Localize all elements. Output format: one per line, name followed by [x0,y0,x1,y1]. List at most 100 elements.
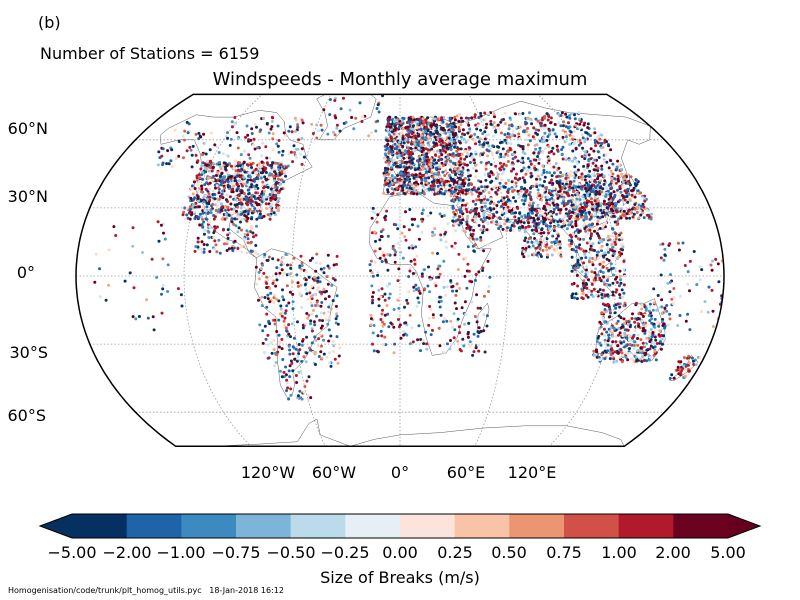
station-marker [623,198,627,202]
station-marker [635,179,639,182]
station-marker [407,156,411,160]
station-marker [407,173,411,177]
station-marker [591,275,595,279]
station-marker [569,180,573,184]
station-marker [588,236,592,240]
station-marker [527,133,531,137]
station-marker [419,349,422,353]
station-marker [531,201,535,205]
station-marker [315,300,319,304]
station-marker [559,254,563,258]
station-marker [185,149,189,153]
station-marker [610,186,614,190]
station-marker [566,201,570,205]
station-marker [593,257,597,260]
station-marker [245,219,249,223]
station-marker [579,120,583,123]
station-marker [236,193,240,197]
station-marker [264,195,267,199]
station-marker [467,171,470,175]
station-marker [389,183,393,187]
station-marker [235,203,239,206]
station-marker [267,176,271,180]
station-marker [245,180,249,184]
station-marker [404,238,408,242]
station-marker [432,149,436,153]
station-marker [483,173,487,176]
station-marker [486,259,490,263]
station-marker [266,278,270,282]
station-marker [532,218,536,222]
station-marker [555,175,559,179]
station-marker [275,297,278,301]
station-marker [494,184,498,188]
station-marker [315,252,319,256]
station-marker [206,212,210,215]
station-marker [281,288,284,292]
station-marker [273,191,277,195]
station-marker [191,192,195,196]
station-marker [242,245,246,249]
station-marker [461,212,465,216]
station-marker [318,333,322,336]
station-marker [521,176,525,180]
station-marker [221,228,225,232]
station-marker [238,175,242,179]
station-marker [548,206,552,210]
station-marker [474,142,478,146]
station-marker [288,352,292,356]
station-marker [226,171,229,175]
station-marker [591,263,595,267]
station-marker [395,151,399,155]
station-marker [407,246,411,250]
station-marker [620,242,624,246]
station-marker [383,166,387,170]
station-marker [296,281,300,285]
station-marker [224,167,228,171]
station-marker [190,184,194,188]
station-marker [261,171,264,175]
station-marker [514,155,517,159]
station-marker [413,134,417,138]
station-marker [446,222,450,226]
station-marker [527,237,531,241]
station-marker [195,174,199,178]
station-marker [403,235,407,238]
station-marker [399,172,403,175]
station-marker [609,169,613,173]
station-marker [192,180,196,184]
station-marker [189,148,193,152]
station-marker [384,183,388,186]
station-marker [575,161,579,165]
station-marker [626,200,630,204]
station-marker [500,165,504,168]
station-marker [446,153,450,157]
station-marker [279,307,283,311]
station-marker [188,217,192,221]
station-marker [239,153,243,157]
station-marker [450,125,454,129]
station-marker [467,269,471,273]
station-marker [592,278,596,282]
station-marker [410,120,414,124]
station-marker [544,208,548,212]
station-marker [156,163,160,167]
station-marker [609,159,613,163]
station-marker [508,146,512,150]
station-marker [516,178,520,182]
station-marker [223,217,227,221]
station-marker [571,232,575,236]
station-marker [618,278,622,282]
station-marker [524,120,527,124]
station-marker [555,212,559,216]
station-marker [454,185,458,189]
station-marker [452,161,456,165]
station-marker [261,197,265,201]
station-marker [545,112,549,116]
station-marker [526,143,530,147]
station-marker [201,225,205,229]
station-marker [472,350,476,354]
station-marker [218,161,221,164]
station-marker [458,208,462,212]
station-marker [228,162,232,166]
